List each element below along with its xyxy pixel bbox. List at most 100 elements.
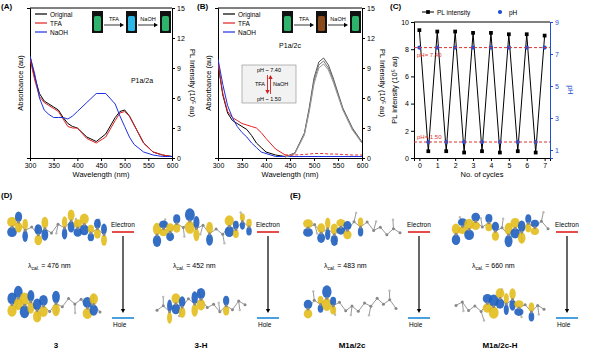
series-line: [218, 64, 362, 157]
atom: [392, 227, 395, 230]
lambda-value: = 483 nm: [337, 262, 367, 269]
lobe: [80, 214, 89, 225]
chart: 01234567024681013579No. of cyclesPL inte…: [390, 9, 575, 180]
marker: [417, 28, 421, 32]
atom: [325, 297, 328, 300]
tick-mark: [125, 158, 126, 161]
bond: [339, 302, 345, 310]
hole-label: Hole: [409, 321, 423, 328]
axis-line: [215, 9, 219, 159]
lobe: [80, 224, 89, 235]
atom: [505, 303, 508, 306]
vial-inset: TFANaOH: [282, 11, 361, 33]
lobe: [509, 288, 515, 299]
atom: [23, 304, 26, 307]
figure: (A)30035040045050055060003691215Waveleng…: [0, 0, 593, 355]
lambda-subscript: cal.: [476, 265, 484, 271]
inset-label: NaOH: [140, 16, 155, 22]
vial-liquid: [128, 16, 135, 31]
atom: [215, 227, 218, 230]
electron-label: Electron: [111, 221, 135, 228]
atom: [74, 312, 76, 314]
atom: [225, 304, 228, 307]
orbital: [156, 288, 247, 324]
bond: [358, 303, 364, 311]
tick-label: 400: [72, 162, 84, 169]
legend-swatch: [223, 13, 235, 14]
tick-label: 6: [405, 73, 409, 80]
atom: [206, 306, 209, 309]
atom: [162, 304, 165, 307]
y-axis-title: PL intensity (10⁵ au): [390, 56, 399, 124]
atom: [480, 310, 483, 313]
molecule: ElectronHoleλcal.= 452 nm3-H: [153, 208, 280, 350]
atom: [24, 229, 27, 232]
atom: [43, 227, 46, 230]
tick: 300: [25, 158, 37, 169]
orbital: [153, 208, 252, 247]
bond: [62, 299, 68, 307]
tick-label: 15: [177, 5, 185, 12]
lambda-subscript: cal.: [177, 265, 185, 271]
tick: 12: [362, 35, 375, 42]
atom: [248, 226, 251, 229]
frame: [30, 8, 172, 9]
atom: [375, 220, 377, 222]
atom: [542, 211, 544, 213]
lobe: [34, 235, 42, 246]
tick-label: 600: [357, 162, 369, 169]
atom: [486, 302, 489, 305]
axis-line: [415, 159, 551, 162]
tick: 2: [454, 158, 458, 169]
arrow-head: [310, 23, 314, 27]
y2-axis: 03691215: [172, 5, 185, 162]
tick: 0: [405, 155, 414, 162]
plot-area: [414, 28, 550, 154]
hole-level: [556, 317, 578, 319]
atom: [382, 303, 385, 306]
tick-mark: [550, 150, 553, 151]
atom: [547, 227, 550, 230]
chart: 30035040045050055060003691215Wavelength …: [16, 5, 197, 179]
tick: 550: [333, 158, 345, 169]
inset-label: NaOH: [330, 16, 345, 22]
atom: [461, 301, 464, 304]
atom: [202, 224, 205, 227]
marker: [534, 151, 538, 155]
hole-level: [257, 317, 279, 319]
arrow-line: [138, 25, 154, 26]
atom: [55, 232, 57, 234]
panel-label: (C): [390, 2, 401, 11]
bond: [462, 302, 468, 311]
inset-label: TFA: [109, 16, 119, 22]
atom: [536, 304, 539, 307]
arrow-head: [120, 23, 124, 27]
series-line: [218, 64, 362, 157]
tick-label: 6: [177, 95, 181, 102]
lobe: [325, 229, 330, 240]
atom: [234, 228, 237, 231]
tick-label: 0: [418, 162, 422, 169]
lobe: [325, 218, 330, 229]
tick-label: 300: [213, 162, 225, 169]
atom: [307, 308, 310, 311]
tick-mark: [411, 22, 414, 23]
lobe: [496, 299, 505, 309]
atom: [70, 220, 73, 223]
lobe: [331, 235, 338, 246]
series-line: [285, 64, 362, 157]
arrow-line: [418, 236, 419, 309]
atom: [326, 227, 329, 230]
lobe: [225, 215, 234, 226]
axis-line: [551, 23, 554, 159]
marker: [480, 149, 484, 153]
atom: [473, 304, 476, 307]
arrow-line: [294, 25, 310, 26]
tick: 550: [143, 158, 155, 169]
tick: 8: [405, 46, 414, 53]
tick-label: 1: [555, 147, 559, 154]
series-line: [285, 58, 362, 157]
tick-label: 9: [177, 65, 181, 72]
lobe: [89, 305, 97, 316]
electron-label: Electron: [256, 221, 280, 228]
